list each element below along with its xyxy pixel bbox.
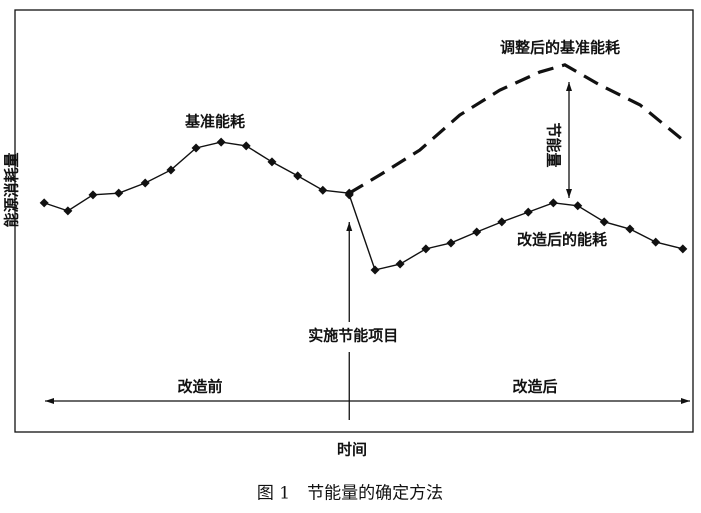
point-marker [573, 201, 583, 211]
series-label: 调整后的基准能耗 [500, 39, 620, 57]
point-marker [395, 259, 405, 269]
x-axis-label: 时间 [337, 441, 367, 459]
point-marker [370, 265, 380, 275]
period-label: 改造后 [512, 378, 557, 396]
point-marker [241, 141, 251, 151]
point-marker [63, 206, 73, 216]
point-marker [293, 171, 303, 181]
y-axis-label: 能源消耗量 [3, 152, 21, 227]
point-marker [114, 188, 124, 198]
point-marker [548, 198, 558, 208]
point-marker [216, 137, 226, 147]
caption: 图 1 节能量的确定方法 [257, 484, 443, 504]
point-marker [599, 217, 609, 227]
point-marker [625, 224, 635, 234]
point-marker [523, 207, 533, 217]
point-marker [421, 244, 431, 254]
point-marker [446, 238, 456, 248]
point-marker [88, 190, 98, 200]
point-marker [651, 237, 661, 247]
series-line [43, 141, 350, 212]
point-marker [39, 198, 49, 208]
point-marker [318, 185, 328, 195]
plot-frame [14, 9, 694, 433]
series-line [348, 63, 684, 195]
point-marker [191, 143, 201, 153]
period-label: 改造前 [177, 378, 222, 396]
point-marker [140, 178, 150, 188]
event-label: 实施节能项目 [308, 327, 398, 345]
series-label: 基准能耗 [184, 113, 245, 131]
point-marker [497, 217, 507, 227]
point-marker [678, 244, 688, 254]
point-marker [166, 165, 176, 175]
series-line [348, 194, 683, 271]
savings-label: 节能量 [545, 122, 563, 167]
series-label: 改造后的能耗 [517, 231, 607, 249]
point-marker [472, 227, 482, 237]
point-marker [267, 157, 277, 167]
